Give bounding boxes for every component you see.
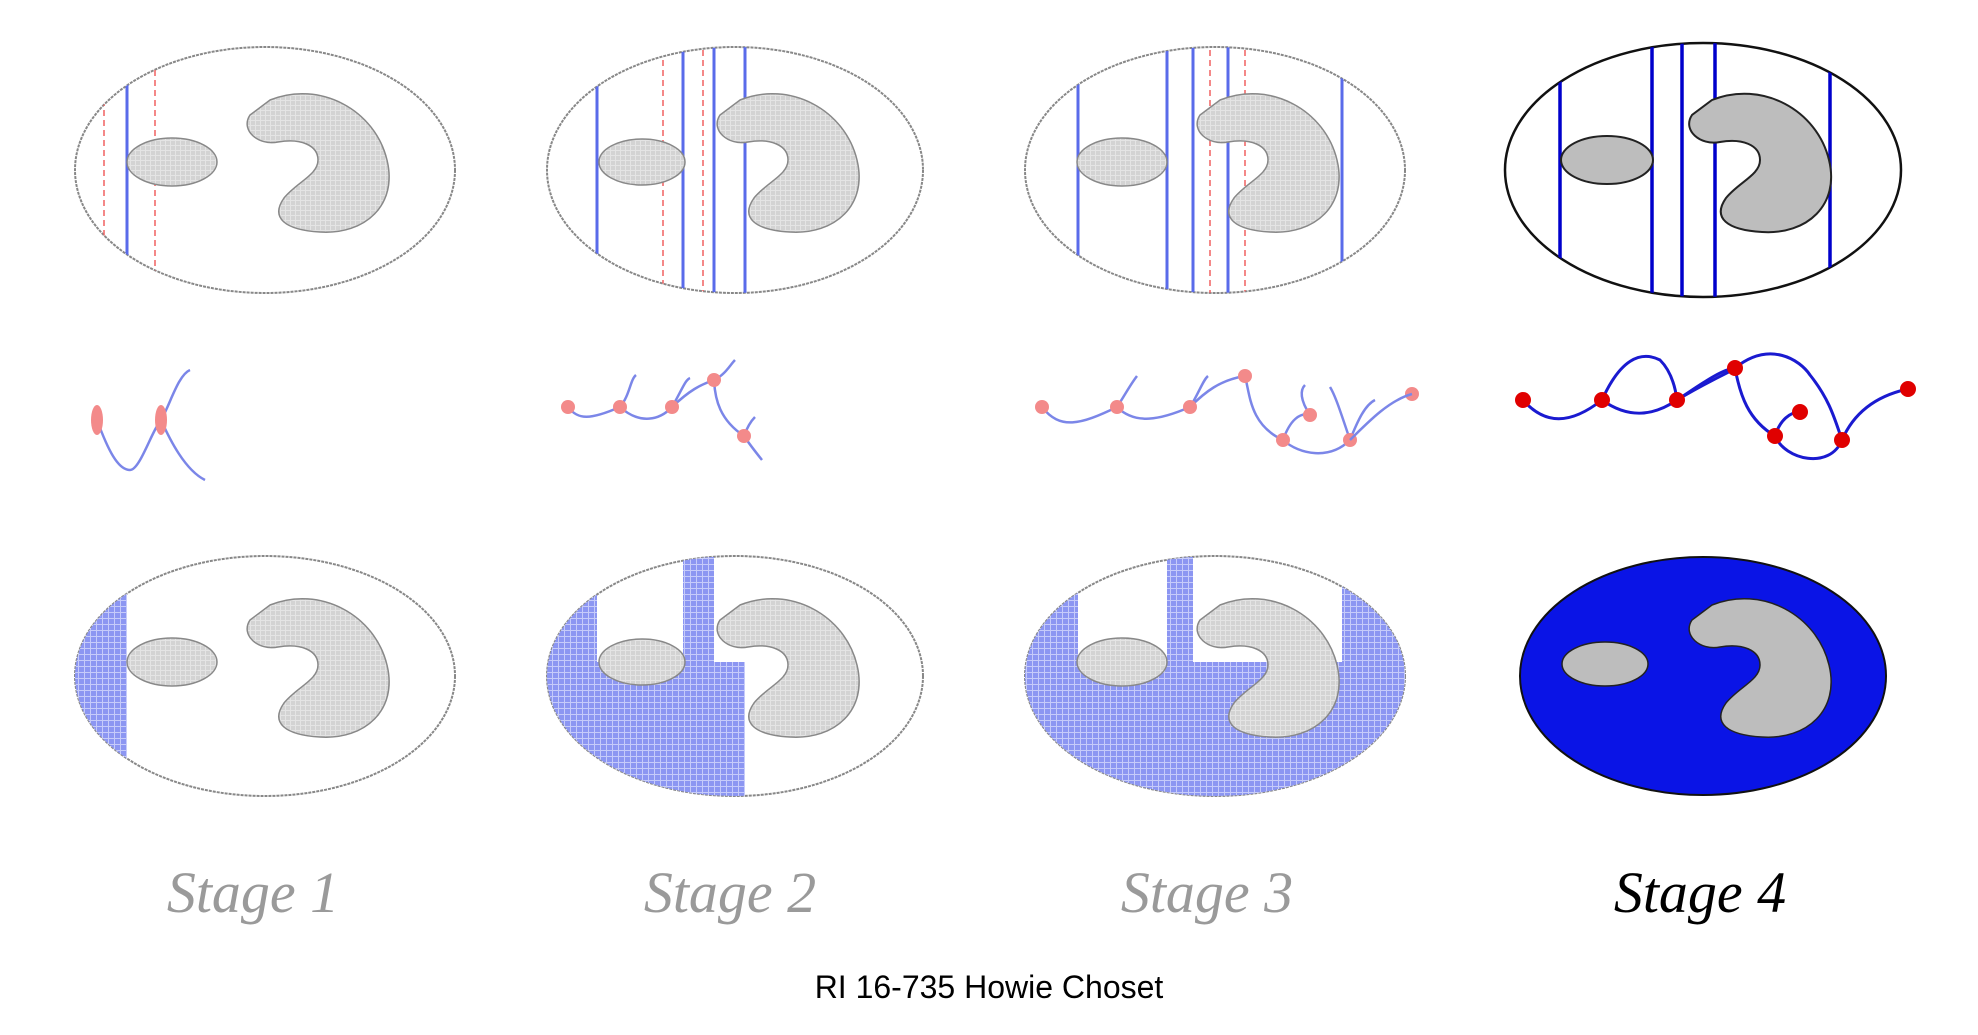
stage-3-graph [1035,369,1419,455]
kidney-obstacle [246,93,390,233]
stage-3-coverage [1024,555,1406,797]
stage-1-coverage [74,555,456,797]
stage-2-graph [561,359,763,461]
stage-1-label: Stage 1 [167,860,339,925]
stage-3-slices [1024,46,1406,294]
stage-2-coverage [546,555,924,797]
stage-4-slices [1503,41,1903,299]
footer-credit: RI 16-735 Howie Choset [815,969,1164,1005]
stage-2-slices [546,46,924,294]
stage-4-graph [1515,352,1916,461]
stage-4-label: Stage 4 [1614,860,1786,925]
stage-4-coverage [1519,556,1887,796]
stage-2-label: Stage 2 [644,860,816,925]
stage-1-slices [74,46,456,294]
stage-1-graph [91,368,206,482]
stage-3-label: Stage 3 [1121,860,1293,925]
small-obstacle [126,137,218,187]
